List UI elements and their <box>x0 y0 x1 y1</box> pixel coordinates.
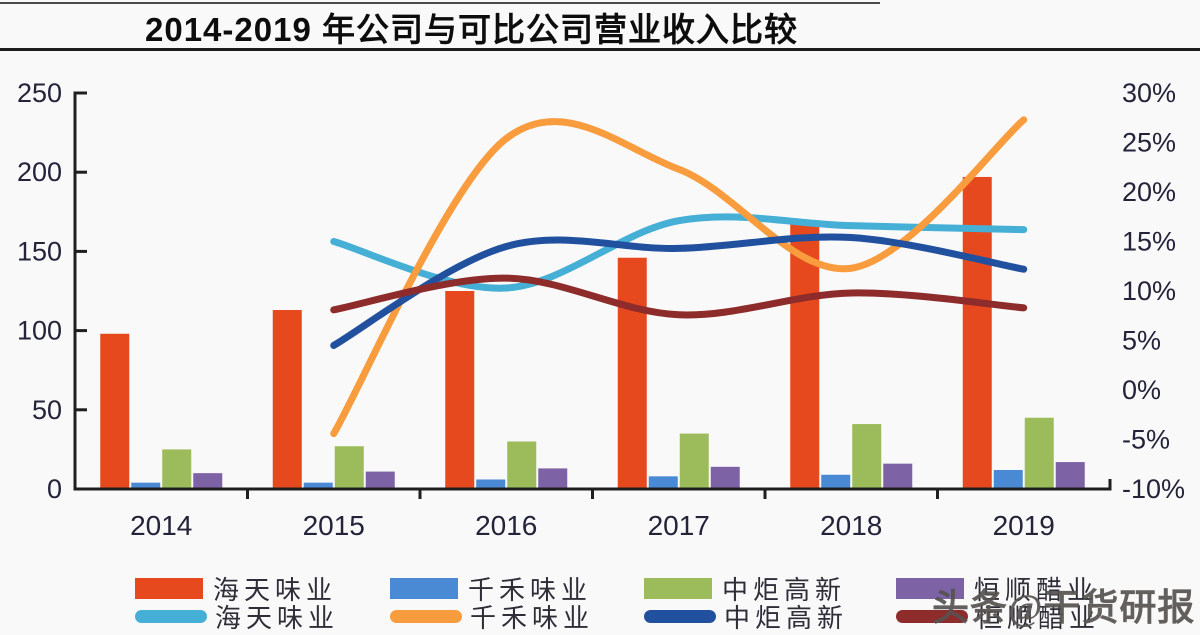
axis-frame <box>73 91 1112 491</box>
left-axis-label-150: 150 <box>17 236 62 266</box>
watermark: 头条@干货研报 <box>932 588 1196 629</box>
bar-海天味业-2019 <box>962 176 992 489</box>
bar-千禾味业-2014 <box>131 482 161 489</box>
left-axis-label-0: 0 <box>47 474 62 504</box>
bar-恒顺醋业-2016 <box>538 468 568 489</box>
bar-千禾味业-2016 <box>476 479 506 489</box>
bar-海天味业-2015 <box>272 310 302 489</box>
bar-千禾味业-2018 <box>821 474 851 489</box>
bar-千禾味业-2017 <box>648 476 678 489</box>
left-axis-label-200: 200 <box>17 157 62 187</box>
right-axis-label-15%: 15% <box>1122 227 1176 257</box>
x-axis-label-2019: 2019 <box>993 510 1055 541</box>
right-axis-label-0%: 0% <box>1122 375 1161 405</box>
chart-title: 2014-2019 年公司与可比公司营业收入比较 <box>145 11 798 48</box>
header-top-rule <box>0 2 880 4</box>
line-恒顺醋业 <box>330 274 1028 319</box>
bar-海天味业-2014 <box>100 333 130 489</box>
bar-恒顺醋业-2014 <box>193 473 223 489</box>
left-axis-label-250: 250 <box>17 78 62 108</box>
right-axis-label-10%: 10% <box>1122 276 1176 306</box>
x-axis-label-2017: 2017 <box>648 510 710 541</box>
bar-恒顺醋业-2017 <box>710 466 740 489</box>
bar-中炬高新-2017 <box>679 433 709 489</box>
x-axis-label-2018: 2018 <box>820 510 882 541</box>
bar-恒顺醋业-2019 <box>1055 462 1085 489</box>
right-axis-label-30%: 30% <box>1122 78 1176 108</box>
title-underline <box>0 48 1200 51</box>
bar-千禾味业-2015 <box>303 482 333 489</box>
x-axis-label-2015: 2015 <box>303 510 365 541</box>
bar-海天味业-2017 <box>617 257 647 489</box>
left-axis-label-50: 50 <box>32 395 62 425</box>
left-axis-label-100: 100 <box>17 316 62 346</box>
bar-中炬高新-2019 <box>1024 417 1054 489</box>
right-axis-label-20%: 20% <box>1122 177 1176 207</box>
bar-恒顺醋业-2015 <box>365 471 395 489</box>
bar-中炬高新-2015 <box>334 446 364 489</box>
right-axis-label-25%: 25% <box>1122 128 1176 158</box>
bar-海天味业-2018 <box>790 222 820 489</box>
line-千禾味业 <box>330 116 1028 438</box>
right-axis-label--5%: -5% <box>1122 425 1170 455</box>
bar-千禾味业-2019 <box>993 469 1023 489</box>
x-axis-label-2014: 2014 <box>130 510 192 541</box>
line-中炬高新 <box>330 233 1028 349</box>
bar-恒顺醋业-2018 <box>883 463 913 489</box>
bar-中炬高新-2018 <box>852 424 882 489</box>
bar-中炬高新-2014 <box>162 449 192 489</box>
right-axis-label-5%: 5% <box>1122 326 1161 356</box>
bar-海天味业-2016 <box>445 291 475 489</box>
bar-中炬高新-2016 <box>507 441 537 489</box>
right-axis-label--10%: -10% <box>1122 474 1185 504</box>
x-axis-label-2016: 2016 <box>475 510 537 541</box>
